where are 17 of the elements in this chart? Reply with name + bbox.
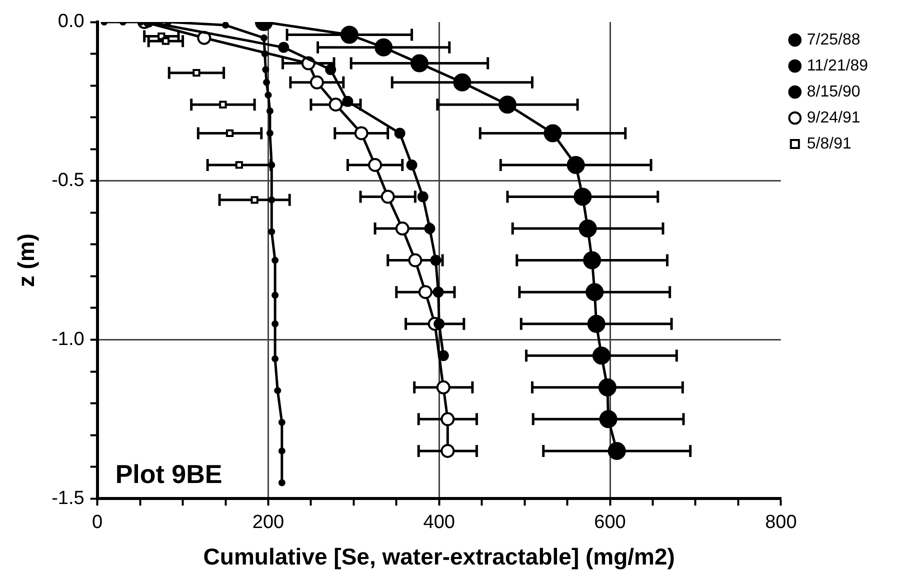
y-tick-label: -1.0 (52, 328, 84, 350)
x-tick-label: 0 (92, 512, 103, 534)
x-tick-label: 200 (252, 512, 284, 534)
x-tick-label: 400 (423, 512, 455, 534)
legend-label: 5/8/91 (806, 135, 852, 152)
y-tick-label: -1.5 (52, 488, 84, 509)
x-axis-title: Cumulative [Se, water-extractable] (mg/m2) (203, 544, 675, 570)
y-axis-title: z (m) (13, 233, 40, 288)
y-tick-label: -0.5 (52, 170, 84, 192)
legend-label: 9/24/91 (806, 109, 860, 126)
legend-label: 8/15/90 (806, 83, 860, 100)
x-tick-label: 800 (765, 512, 797, 534)
legend-label: 7/25/88 (806, 31, 860, 48)
annotation: Plot 9BE (115, 458, 222, 489)
y-tick-label: 0.0 (58, 11, 84, 32)
x-tick-label: 600 (594, 512, 626, 534)
legend-label: 11/21/89 (806, 57, 868, 74)
